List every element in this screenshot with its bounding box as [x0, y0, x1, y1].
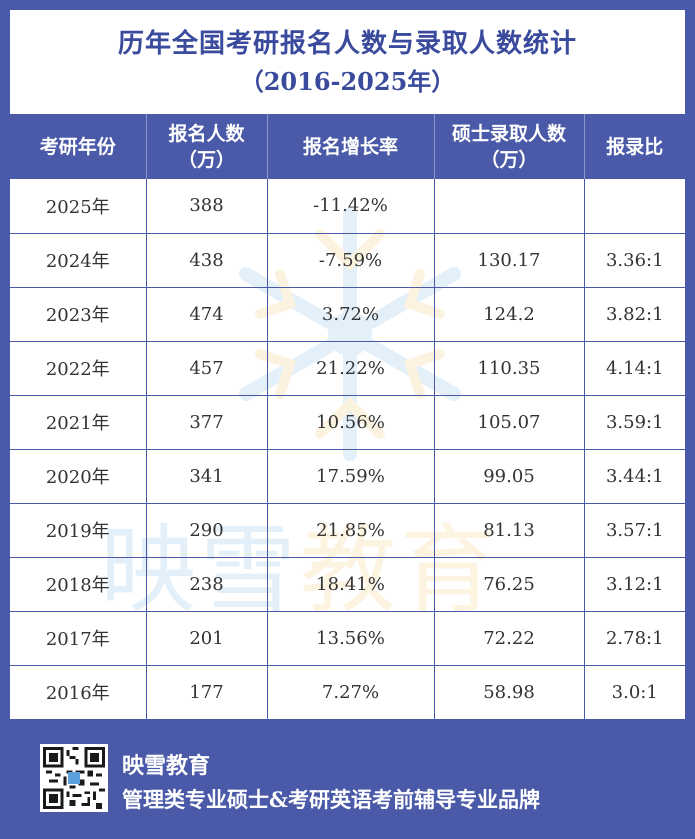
table-row: 2025年 388 -11.42%: [10, 179, 685, 234]
column-header-unit: （万）: [177, 148, 235, 171]
cell-admitted: 130.17: [434, 233, 585, 288]
cell-ratio: 3.44:1: [584, 449, 685, 504]
cell-year: 2017年: [10, 611, 147, 666]
cell-year: 2025年: [10, 179, 147, 234]
cell-applicants: 177: [146, 665, 268, 719]
table-row: 2020年 341 17.59% 99.05 3.44:1: [10, 449, 685, 504]
cell-applicants: 201: [146, 611, 268, 666]
table-row: 2023年 474 3.72% 124.2 3.82:1: [10, 287, 685, 342]
table-row: 2022年 457 21.22% 110.35 4.14:1: [10, 341, 685, 396]
cell-admitted: 124.2: [434, 287, 585, 342]
table-row: 2016年 177 7.27% 58.98 3.0:1: [10, 665, 685, 719]
cell-growth-rate: 7.27%: [267, 665, 435, 719]
cell-growth-rate: -7.59%: [267, 233, 435, 288]
footer: 映雪教育 管理类专业硕士&考研英语考前辅导专业品牌: [0, 722, 695, 839]
cell-applicants: 474: [146, 287, 268, 342]
qr-code-icon: [40, 744, 108, 812]
cell-ratio: 2.78:1: [584, 611, 685, 666]
column-header-admitted: 硕士录取人数 （万）: [434, 114, 585, 179]
cell-growth-rate: -11.42%: [267, 179, 435, 234]
column-header-unit: （万）: [480, 148, 538, 171]
cell-applicants: 341: [146, 449, 268, 504]
table-row: 2018年 238 18.41% 76.25 3.12:1: [10, 557, 685, 612]
cell-admitted: 81.13: [434, 503, 585, 558]
cell-admitted: [434, 179, 585, 234]
cell-year: 2018年: [10, 557, 147, 612]
column-header-year: 考研年份: [10, 114, 147, 179]
cell-growth-rate: 10.56%: [267, 395, 435, 450]
cell-year: 2016年: [10, 665, 147, 719]
brand-slogan: 管理类专业硕士&考研英语考前辅导专业品牌: [122, 787, 540, 812]
cell-year: 2023年: [10, 287, 147, 342]
stats-table-container: 映 雪 教 育 考研年份 报名人数 （万） 报名增长率: [10, 114, 685, 719]
cell-ratio: 4.14:1: [584, 341, 685, 396]
column-header-ratio: 报录比: [584, 114, 685, 179]
cell-ratio: 3.12:1: [584, 557, 685, 612]
cell-growth-rate: 13.56%: [267, 611, 435, 666]
cell-growth-rate: 17.59%: [267, 449, 435, 504]
cell-ratio: 3.59:1: [584, 395, 685, 450]
stats-table: 考研年份 报名人数 （万） 报名增长率 硕士录取人数 （万） 报录比: [10, 114, 685, 719]
cell-ratio: 3.82:1: [584, 287, 685, 342]
cell-year: 2021年: [10, 395, 147, 450]
cell-applicants: 238: [146, 557, 268, 612]
cell-year: 2022年: [10, 341, 147, 396]
table-row: 2017年 201 13.56% 72.22 2.78:1: [10, 611, 685, 666]
brand-name: 映雪教育: [122, 753, 211, 779]
page-subtitle: （2016-2025年）: [239, 67, 456, 96]
cell-admitted: 99.05: [434, 449, 585, 504]
cell-applicants: 377: [146, 395, 268, 450]
cell-growth-rate: 3.72%: [267, 287, 435, 342]
table-row: 2019年 290 21.85% 81.13 3.57:1: [10, 503, 685, 558]
cell-admitted: 72.22: [434, 611, 585, 666]
column-header-label: 硕士录取人数: [451, 122, 566, 145]
column-header-label: 报录比: [606, 135, 664, 158]
cell-ratio: 3.57:1: [584, 503, 685, 558]
cell-year: 2019年: [10, 503, 147, 558]
cell-ratio: 3.0:1: [611, 681, 658, 703]
column-header-applicants: 报名人数 （万）: [146, 114, 268, 179]
column-header-growth: 报名增长率: [267, 114, 435, 179]
cell-admitted: 76.25: [434, 557, 585, 612]
table-row: 2024年 438 -7.59% 130.17 3.36:1: [10, 233, 685, 288]
table-header-row: 考研年份 报名人数 （万） 报名增长率 硕士录取人数 （万） 报录比: [10, 114, 685, 179]
cell-admitted: 105.07: [434, 395, 585, 450]
cell-growth-rate: 18.41%: [267, 557, 435, 612]
column-header-label: 报名人数: [168, 122, 245, 145]
cell-applicants: 388: [146, 179, 268, 234]
cell-admitted: 110.35: [434, 341, 585, 396]
cell-growth-rate: 21.22%: [267, 341, 435, 396]
column-header-label: 考研年份: [39, 135, 116, 158]
cell-year: 2020年: [10, 449, 147, 504]
cell-growth-rate: 21.85%: [267, 503, 435, 558]
cell-applicants: 438: [146, 233, 268, 288]
cell-ratio: [584, 179, 685, 234]
column-header-label: 报名增长率: [302, 135, 398, 158]
page-title: 历年全国考研报名人数与录取人数统计: [117, 29, 577, 59]
cell-applicants: 457: [146, 341, 268, 396]
cell-year: 2024年: [10, 233, 147, 288]
table-row: 2021年 377 10.56% 105.07 3.59:1: [10, 395, 685, 450]
cell-applicants: 290: [146, 503, 268, 558]
title-box: 历年全国考研报名人数与录取人数统计 （2016-2025年）: [10, 10, 685, 114]
cell-admitted: 58.98: [434, 665, 585, 719]
cell-ratio: 3.36:1: [584, 233, 685, 288]
